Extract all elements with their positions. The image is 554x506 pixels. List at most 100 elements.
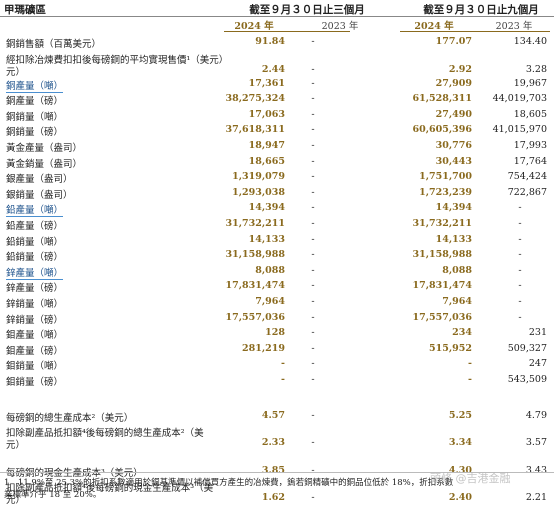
cell-value: - (311, 264, 315, 276)
cell-value: 7,964 (442, 296, 472, 307)
cell-value: - (311, 327, 315, 339)
cell-value: 3.28 (525, 63, 547, 75)
year-2024-q: 2024 年 (234, 21, 274, 32)
cell-value: 515,952 (429, 342, 472, 354)
cell-value: 30,776 (435, 140, 472, 151)
cell-value: - (311, 171, 315, 183)
cell-value: - (311, 202, 315, 214)
header-rule (0, 16, 554, 17)
cell-value: - (311, 280, 315, 292)
row-label: 黃金產量（盎司） (6, 143, 83, 154)
row-label: 鋅產量（磅） (6, 283, 64, 295)
row-label: 扣除副產品抵扣額⁴後每磅銅的現金生產成本³（美 (6, 482, 214, 494)
cell-value: - (281, 358, 285, 370)
cell-value: 18,665 (248, 155, 285, 167)
cell-value: 234 (452, 327, 472, 339)
cell-value: 8,088 (255, 264, 285, 276)
cell-value: - (311, 140, 315, 151)
cell-value: 31,158,988 (412, 249, 473, 261)
cell-value: 4.30 (448, 464, 472, 476)
cell-value: 1,319,079 (232, 171, 285, 183)
cell-value: 31,732,211 (225, 218, 286, 229)
cell-value: 8,088 (442, 264, 472, 276)
cell-value: 17,831,474 (412, 280, 473, 292)
cell-value: - (518, 296, 522, 307)
cell-value: 27,909 (435, 77, 472, 89)
cell-value: 2.21 (525, 491, 547, 503)
row-label-continued: 元） (6, 439, 26, 451)
cell-value: 1,293,038 (232, 186, 285, 198)
cell-value: - (311, 249, 315, 261)
cell-value: - (518, 218, 522, 229)
cell-value: - (518, 233, 522, 245)
cell-value: 2.92 (448, 63, 472, 75)
cell-value: 4.79 (525, 409, 547, 421)
row-label: 黃金銷量（盎司） (6, 158, 83, 170)
row-label: 銀銷量（盎司） (6, 189, 73, 201)
row-label: 銅銷售額（百萬美元） (6, 39, 102, 50)
watermark: 頭條 @吉港金融 (430, 472, 511, 485)
underline-9m (400, 31, 550, 32)
cell-value: 3.85 (261, 464, 285, 476)
cell-value: 14,133 (248, 233, 285, 245)
cell-value: 3.43 (525, 464, 547, 476)
cell-value: - (518, 280, 522, 292)
cell-value: 61,528,311 (412, 93, 473, 105)
table-header: 甲瑪礦區 截至９月３０日止三個月 截至９月３０日止九個月 (0, 0, 554, 16)
cell-value: 91.84 (255, 36, 285, 47)
cell-value: - (311, 155, 315, 167)
cell-value: - (311, 36, 315, 47)
cell-value: - (311, 186, 315, 198)
cell-value: 14,394 (435, 202, 472, 214)
row-label: 銅產量（噸） (6, 78, 64, 93)
row-label-continued: 元） (6, 66, 26, 78)
footnote-rule (0, 472, 554, 473)
cell-value: - (518, 202, 522, 214)
cell-value: 754,424 (507, 171, 547, 183)
cell-value: 17,764 (513, 155, 547, 167)
cell-value: 543,509 (507, 374, 547, 385)
cell-value: 31,158,988 (225, 249, 286, 261)
row-label: 銀產量（盎司） (6, 174, 73, 186)
row-label: 每磅銅的現金生產成本³（美元） (6, 467, 143, 479)
cell-value: 2.40 (448, 491, 472, 503)
cell-value: - (311, 63, 315, 75)
cell-value: 281,219 (242, 342, 285, 354)
row-label: 銅銷量（噸） (6, 111, 64, 123)
cell-value: 128 (265, 327, 285, 339)
footnote-line-2: 業標準介乎 18 至 20%。 (4, 490, 102, 500)
cell-value: - (311, 358, 315, 370)
cell-value: 7,964 (255, 296, 285, 307)
row-label: 鋅銷量（噸） (6, 299, 64, 310)
cell-value: 17,063 (248, 108, 285, 120)
group-header-three-months: 截至９月３０日止三個月 (249, 4, 365, 16)
cell-value: - (311, 93, 315, 105)
cell-value: 509,327 (507, 342, 547, 354)
cell-value: - (468, 374, 472, 385)
cell-value: 30,443 (435, 155, 472, 167)
cell-value: 17,361 (248, 77, 285, 89)
cell-value: 17,557,036 (412, 311, 473, 323)
year-2024-9m: 2024 年 (414, 21, 454, 32)
cell-value: - (311, 108, 315, 120)
row-label: 鉬銷量（磅） (6, 377, 64, 388)
cell-value: - (281, 374, 285, 385)
cell-value: 18,605 (513, 108, 547, 120)
cell-value: - (311, 374, 315, 385)
cell-value: - (311, 342, 315, 354)
cell-value: 31,732,211 (412, 218, 473, 229)
row-label: 經扣除冶煉費扣扣後每磅銅的平均實現售價¹（美元） (6, 54, 229, 66)
cell-value: 41,015,970 (492, 124, 547, 136)
group-header-nine-months: 截至９月３０日止九個月 (423, 4, 539, 16)
cell-value: - (518, 311, 522, 323)
footnote-line-1: 1 11.9%至 25.3%的折扣系數適用於銅基準價以補償買方產生的冶煉費，鎢若… (4, 478, 454, 488)
row-label: 鉬產量（磅） (6, 345, 64, 357)
cell-value: - (311, 77, 315, 89)
cell-value: - (518, 249, 522, 261)
cell-value: - (311, 124, 315, 136)
cell-value: 231 (528, 327, 547, 339)
row-label: 鋅產量（噸） (6, 265, 64, 280)
row-label: 鉬產量（噸） (6, 330, 64, 342)
row-label: 鉛銷量（噸） (6, 236, 64, 248)
